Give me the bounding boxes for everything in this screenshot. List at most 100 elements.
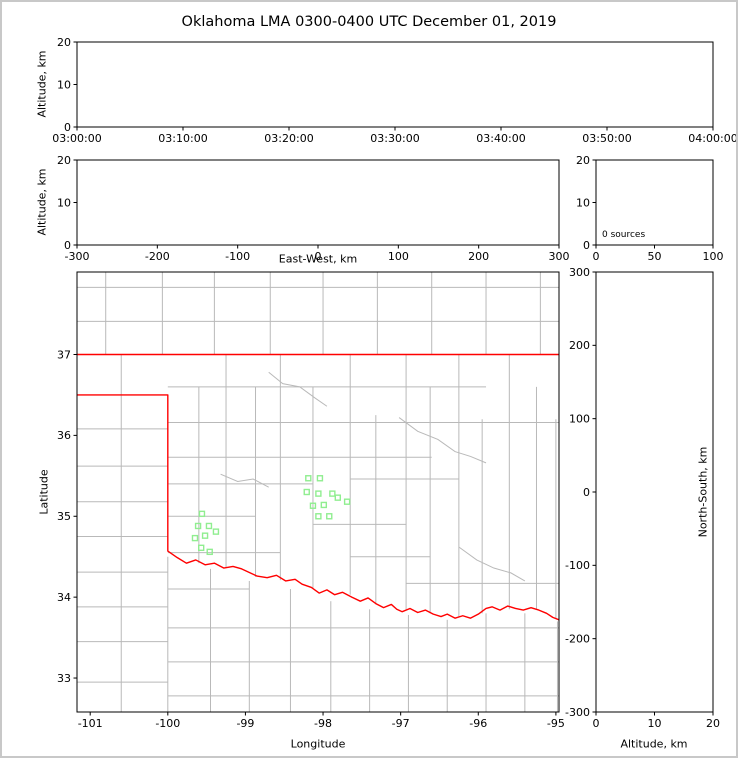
svg-text:-98: -98 [314,717,332,730]
svg-text:10: 10 [57,196,71,209]
svg-text:0: 0 [64,239,71,252]
ns-height-xlabel: Altitude, km [620,737,688,751]
svg-text:100: 100 [703,250,724,263]
x-ticks: -300 -200 -100 0 100 200 300 [65,245,570,263]
svg-text:-95: -95 [547,717,565,730]
y-ticks: 300 200 100 0 -100 -200 -300 [565,266,596,719]
ew-height-ylabel: Altitude, km [35,168,49,236]
svg-text:0: 0 [593,717,600,730]
ew-height-panel: -300 -200 -100 0 100 200 300 0 10 20 [57,154,570,263]
x-ticks: -101 -100 -99 -98 -97 -96 -95 [78,712,565,730]
x-ticks: 03:00:00 03:10:00 03:20:00 03:30:00 03:40:00… [52,127,737,145]
svg-text:0: 0 [315,250,322,263]
panel-frame [76,41,714,128]
station-marker [212,528,220,535]
svg-text:10: 10 [57,78,71,91]
y-ticks: 0 10 20 [57,36,77,134]
station-marker [201,532,209,539]
svg-text:0: 0 [64,121,71,134]
time-height-panel: 03:00:00 03:10:00 03:20:00 03:30:00 03:40:00… [52,36,737,145]
station-marker [320,501,328,509]
time-height-ylabel: Altitude, km [35,50,49,118]
station-marker [316,475,324,482]
sources-annotation: 0 sources [602,230,645,240]
svg-text:-200: -200 [145,250,170,263]
svg-text:-96: -96 [469,717,487,730]
svg-text:03:40:00: 03:40:00 [476,132,525,145]
svg-text:10: 10 [576,196,590,209]
figure-title: Oklahoma LMA 0300-0400 UTC December 01, … [181,14,557,30]
svg-text:-300: -300 [565,706,590,719]
panel-frame [76,159,560,246]
station-marker [334,494,341,501]
lma-stations [191,475,351,556]
y-ticks: 0 10 20 [57,154,77,252]
svg-text:36: 36 [57,429,71,442]
svg-text:-100: -100 [565,559,590,572]
station-marker [303,488,310,496]
station-marker [206,548,213,556]
ew-height-xlabel: East-West, km [278,252,358,266]
svg-text:200: 200 [569,339,590,352]
svg-text:04:00:00: 04:00:00 [688,132,737,145]
svg-text:0: 0 [583,486,590,499]
ns-height-panel: 0 10 20 300 200 100 0 -100 -200 -300 [565,266,720,730]
svg-text:03:20:00: 03:20:00 [264,132,313,145]
state-border [77,353,560,621]
svg-text:100: 100 [569,412,590,425]
svg-text:03:00:00: 03:00:00 [52,132,101,145]
ns-height-ylabel: North-South, km [696,446,710,538]
x-ticks: 0 10 20 [593,712,720,730]
svg-text:-300: -300 [65,250,90,263]
svg-text:20: 20 [706,717,720,730]
station-marker [315,490,322,497]
svg-text:0: 0 [593,250,600,263]
plan-view-xlabel: Longitude [290,737,346,751]
svg-text:20: 20 [57,154,71,167]
station-marker [198,510,206,518]
y-ticks: 0 10 20 [576,154,596,252]
station-marker [309,502,317,509]
svg-text:-99: -99 [236,717,254,730]
svg-text:10: 10 [648,717,662,730]
station-marker [315,513,322,520]
svg-text:20: 20 [576,154,590,167]
station-marker [194,522,202,530]
svg-text:35: 35 [57,510,71,523]
histogram-panel: 0 50 100 0 10 20 0 sources [576,154,724,263]
svg-text:37: 37 [57,348,71,361]
station-marker [205,522,213,530]
svg-text:03:30:00: 03:30:00 [370,132,419,145]
svg-text:-100: -100 [225,250,250,263]
svg-text:300: 300 [549,250,570,263]
y-ticks: 33 34 35 36 37 [57,348,77,685]
svg-text:03:50:00: 03:50:00 [582,132,631,145]
station-marker [326,513,333,520]
svg-text:-200: -200 [565,632,590,645]
x-ticks: 0 50 100 [593,245,724,263]
plan-view-ylabel: Latitude [37,469,51,515]
svg-text:-100: -100 [155,717,180,730]
svg-text:34: 34 [57,591,71,604]
svg-text:20: 20 [57,36,71,49]
panel-frame [76,271,560,713]
plan-view-panel: -101 -100 -99 -98 -97 -96 -95 33 34 35 36 37 [57,271,565,730]
svg-text:-97: -97 [392,717,410,730]
county-boundaries [77,272,559,712]
station-marker [191,534,199,542]
svg-text:50: 50 [648,250,662,263]
svg-text:0: 0 [583,239,590,252]
svg-text:200: 200 [468,250,489,263]
panel-frame [595,271,714,713]
svg-text:03:10:00: 03:10:00 [158,132,207,145]
svg-text:100: 100 [388,250,409,263]
station-marker [197,544,205,552]
svg-text:33: 33 [57,672,71,685]
station-marker [305,475,312,482]
svg-text:300: 300 [569,266,590,279]
svg-text:-101: -101 [78,717,103,730]
station-marker [329,490,336,497]
station-marker [343,498,351,505]
